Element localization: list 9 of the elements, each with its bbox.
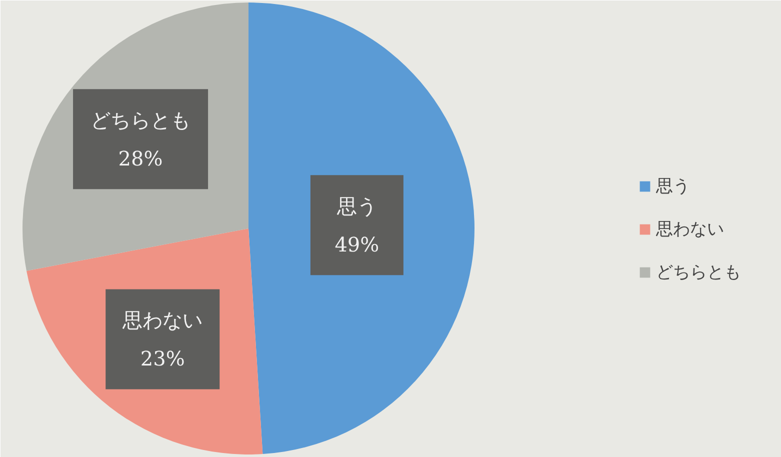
data-label: 49% bbox=[334, 232, 380, 256]
legend-label: 思わない bbox=[656, 218, 724, 240]
slice-label: 思う bbox=[336, 194, 377, 218]
legend-label: 思う bbox=[656, 175, 690, 197]
legend-label: どちらとも bbox=[656, 261, 741, 283]
data-label: 28% bbox=[118, 146, 163, 170]
slice-label: どちらとも bbox=[90, 108, 191, 132]
slice-label: 思わない bbox=[122, 308, 203, 332]
data-label: 23% bbox=[140, 346, 185, 370]
